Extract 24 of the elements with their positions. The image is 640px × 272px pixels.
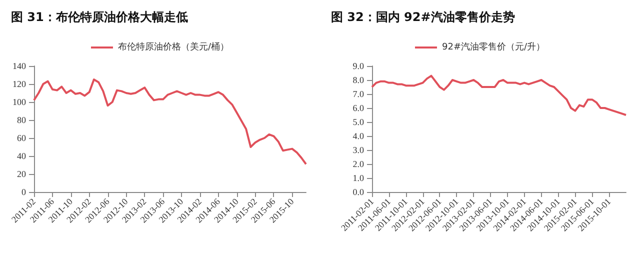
y-tick-label: 60 bbox=[17, 133, 26, 143]
chart-title: 图 31：布伦特原油价格大幅走低 bbox=[11, 10, 188, 24]
y-tick-label: 4.0 bbox=[352, 131, 364, 141]
y-tick-label: 8.0 bbox=[352, 75, 364, 85]
y-tick-label: 6.0 bbox=[352, 103, 364, 113]
y-tick-label: 100 bbox=[12, 97, 26, 107]
y-tick-label: 120 bbox=[12, 79, 26, 89]
y-tick-label: 20 bbox=[17, 169, 26, 179]
y-tick-label: 0.0 bbox=[352, 187, 364, 197]
y-tick-label: 40 bbox=[17, 151, 26, 161]
chart-title: 图 32：国内 92#汽油零售价走势 bbox=[331, 10, 515, 24]
y-tick-label: 9.0 bbox=[352, 61, 364, 71]
y-tick-label: 140 bbox=[12, 61, 26, 71]
legend-label: 布伦特原油价格（美元/桶） bbox=[118, 42, 230, 52]
y-tick-label: 2.0 bbox=[352, 159, 364, 169]
y-tick-label: 5.0 bbox=[352, 117, 364, 127]
y-tick-label: 0 bbox=[22, 187, 26, 197]
y-tick-label: 1.0 bbox=[352, 173, 364, 183]
y-tick-label: 7.0 bbox=[352, 89, 364, 99]
line-series bbox=[371, 74, 627, 116]
y-tick-label: 3.0 bbox=[352, 145, 364, 155]
line-series bbox=[33, 78, 307, 166]
legend-label: 92#汽油零售价（元/升） bbox=[442, 42, 546, 52]
y-tick-label: 80 bbox=[17, 115, 26, 125]
